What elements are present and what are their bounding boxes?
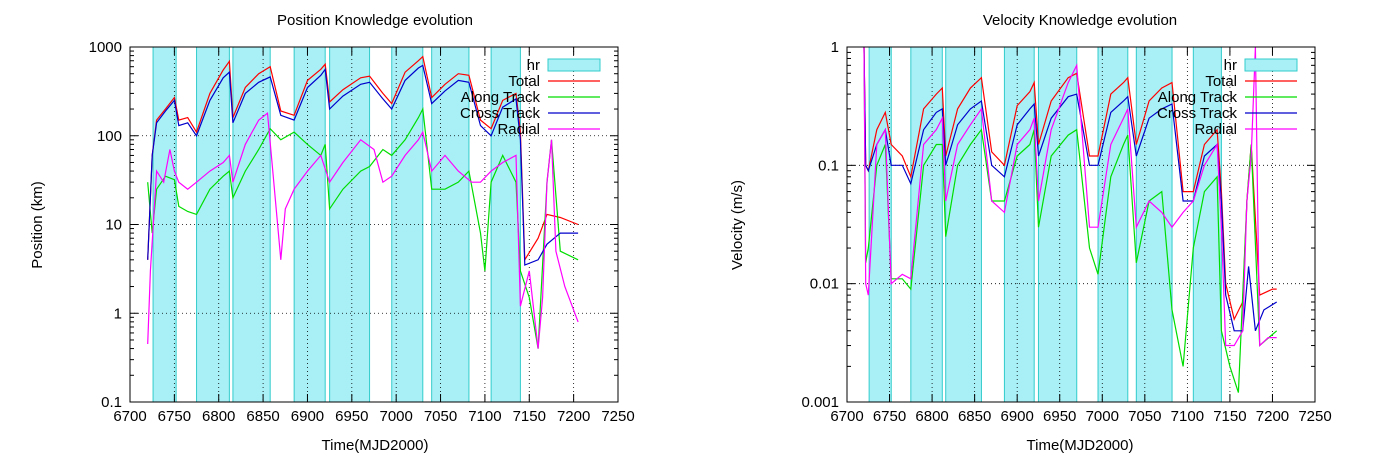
y-axis-label: Position (km) <box>29 181 46 269</box>
legend-label: hr <box>1224 57 1237 74</box>
series-line-total <box>147 55 579 262</box>
x-axis-label: Time(MJD2000) <box>322 437 429 454</box>
chart-title: Velocity Knowledge evolution <box>983 12 1177 29</box>
x-tick-label: 6700 <box>113 408 146 425</box>
series-line-along-track <box>863 47 1278 393</box>
legend-label: Cross Track <box>460 105 541 122</box>
legend-label: Cross Track <box>1157 105 1238 122</box>
x-tick-label: 7200 <box>557 408 590 425</box>
legend-swatch-hr <box>547 58 601 72</box>
hr-band-4 <box>1037 46 1078 403</box>
y-tick-label: 0.01 <box>810 276 839 293</box>
series-line-along-track <box>147 106 579 349</box>
x-tick-label: 6900 <box>291 408 324 425</box>
y-tick-label: 1 <box>831 39 839 56</box>
hr-band-5 <box>391 46 424 403</box>
x-tick-label: 6850 <box>246 408 279 425</box>
chart-title: Position Knowledge evolution <box>277 12 473 29</box>
x-tick-label: 6750 <box>873 408 906 425</box>
x-axis-label: Time(MJD2000) <box>1027 437 1134 454</box>
y-tick-label: 1000 <box>89 39 122 56</box>
x-tick-label: 7050 <box>1128 408 1161 425</box>
x-tick-label: 7150 <box>513 408 546 425</box>
legend-label: hr <box>527 57 540 74</box>
x-tick-label: 6800 <box>202 408 235 425</box>
x-tick-label: 7150 <box>1213 408 1246 425</box>
x-tick-label: 7000 <box>379 408 412 425</box>
hr-band-4 <box>329 46 371 403</box>
x-tick-label: 7100 <box>1171 408 1204 425</box>
legend-label: Radial <box>1194 121 1237 138</box>
y-tick-label: 10 <box>105 217 122 234</box>
x-tick-label: 7000 <box>1086 408 1119 425</box>
x-tick-label: 6950 <box>1043 408 1076 425</box>
x-tick-label: 7200 <box>1256 408 1289 425</box>
series-line-cross-track <box>863 47 1278 332</box>
hr-band-1 <box>196 46 230 403</box>
hr-band-3 <box>1003 46 1035 403</box>
legend-label: Total <box>508 73 540 90</box>
position-chart: Position Knowledge evolution Time(MJD200… <box>29 12 635 454</box>
legend-label: Total <box>1205 73 1237 90</box>
hr-band-5 <box>1097 46 1129 403</box>
legend-label: Along Track <box>1158 89 1238 106</box>
legend-label: Along Track <box>461 89 541 106</box>
series-line-cross-track <box>147 64 579 266</box>
series-line-radial <box>147 111 579 349</box>
legend-label: Radial <box>497 121 540 138</box>
x-tick-label: 7250 <box>1298 408 1331 425</box>
x-tick-label: 6850 <box>958 408 991 425</box>
plot-frame <box>846 46 1316 403</box>
y-tick-label: 0.1 <box>818 157 839 174</box>
y-tick-label: 100 <box>97 128 122 145</box>
x-tick-label: 6800 <box>915 408 948 425</box>
x-tick-label: 6700 <box>830 408 863 425</box>
x-tick-label: 6950 <box>335 408 368 425</box>
hr-band-2 <box>232 46 271 403</box>
y-axis-label: Velocity (m/s) <box>729 180 746 270</box>
x-tick-label: 6900 <box>1000 408 1033 425</box>
y-tick-label: 0.1 <box>101 394 122 411</box>
x-tick-label: 7100 <box>468 408 501 425</box>
y-tick-label: 0.001 <box>801 394 839 411</box>
series-line-radial <box>863 47 1277 347</box>
y-tick-label: 1 <box>114 305 122 322</box>
x-tick-label: 7050 <box>424 408 457 425</box>
x-tick-label: 7250 <box>601 408 634 425</box>
x-tick-label: 6750 <box>158 408 191 425</box>
legend-swatch-hr <box>1244 58 1298 72</box>
velocity-chart: Velocity Knowledge evolution Time(MJD200… <box>729 12 1332 454</box>
